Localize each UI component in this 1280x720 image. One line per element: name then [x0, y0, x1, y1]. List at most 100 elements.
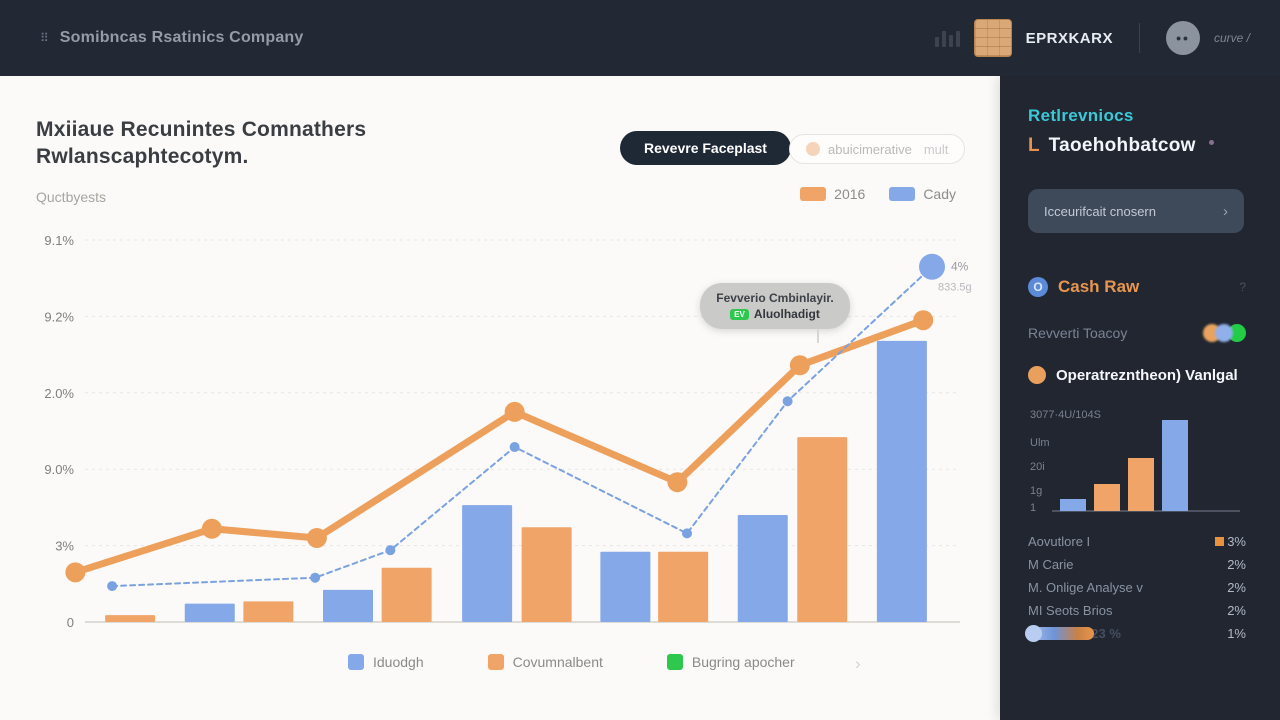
toggle-blue-dot	[1215, 324, 1233, 342]
brand: ⠿ Somibncas Rsatinics Company	[40, 29, 304, 47]
annotation-sub-label: 833.5g	[938, 282, 972, 294]
blue-trend-line-point	[107, 581, 118, 592]
tooltip-value: Aluolhadigt	[753, 307, 820, 321]
sidebar-brand-name: Taoehohbatcow	[1048, 135, 1196, 156]
blue-trend-line-point	[509, 442, 520, 453]
metric-value: 2%	[1227, 580, 1246, 595]
metric-row: MI Seots Brios 2%	[1028, 599, 1246, 622]
bar-2016[interactable]	[658, 551, 709, 622]
tri-color-toggle[interactable]	[1203, 324, 1246, 342]
page-title-line2: Rwlanscaphtecotym.	[36, 145, 249, 169]
metrics-list: Aovutlore I 3% M Carie 2% M. Onlige Anal…	[1025, 530, 1246, 645]
sidebar-cta-label: Icceurifcait cnosern	[1044, 203, 1156, 219]
legend-swatch-green	[666, 654, 683, 670]
main-content: Mxiiaue Recunintes Comnathers Rwlanscaph…	[0, 76, 1000, 720]
help-icon[interactable]: ?	[1239, 280, 1246, 294]
bar-2016[interactable]	[797, 437, 848, 622]
metric-row: 392.23 % 1%	[1025, 622, 1246, 645]
orange-trend-line-point	[306, 527, 327, 548]
blue-trend-line-point	[782, 396, 793, 407]
gradient-progress-pill	[1025, 625, 1094, 642]
metric-value: 3%	[1215, 534, 1246, 549]
chevron-right-icon: ›	[1223, 202, 1228, 220]
mini-bar	[1094, 484, 1120, 511]
orange-square-icon	[1215, 537, 1225, 546]
bar-2016[interactable]	[243, 601, 294, 622]
bar-2016[interactable]	[381, 567, 432, 622]
mini-y-tick: Ulm	[1030, 437, 1050, 449]
menu-grid-icon[interactable]: ⠿	[40, 31, 50, 45]
metric-value: 2%	[1227, 557, 1246, 572]
bar-Cady[interactable]	[323, 589, 373, 622]
header-actions: EPRXKARX •• curve /	[934, 19, 1250, 57]
bar-2016[interactable]	[105, 615, 156, 622]
bar-Cady[interactable]	[184, 603, 235, 622]
mini-y-tick: 1	[1030, 502, 1036, 514]
legend-label: Iduodgh	[373, 654, 424, 670]
bar-Cady[interactable]	[876, 340, 927, 622]
toggle-label: Revverti Toacoy	[1028, 325, 1128, 341]
section-title: Cash Raw	[1058, 277, 1140, 296]
user-avatar[interactable]: ••	[1165, 21, 1200, 55]
highlight-row[interactable]: Operatrezntheon) Vanlgal	[1028, 366, 1246, 384]
toggle-green-dot	[1228, 324, 1246, 342]
secondary-action-button[interactable]: abuicimerative mult	[789, 134, 966, 164]
tooltip-title: Fevverio Cmbinlayir.	[716, 291, 834, 305]
bar-Cady[interactable]	[600, 551, 651, 622]
metric-value: 2%	[1227, 603, 1246, 618]
orange-trend-line-point	[65, 562, 86, 583]
blue-trend-line-point	[310, 572, 321, 583]
user-note: curve /	[1213, 31, 1250, 45]
blue-trend-line-point	[682, 528, 692, 539]
legend-more-chevron-icon[interactable]: ›	[855, 654, 861, 673]
metric-row: M Carie 2%	[1028, 553, 1246, 576]
page-title-line1: Mxiiaue Recunintes Comnathers	[36, 118, 367, 141]
mini-y-tick: 20i	[1030, 461, 1045, 473]
y-tick-label: 2.0%	[44, 386, 74, 401]
mini-y-tick: 1g	[1030, 485, 1042, 497]
legend-item[interactable]: 2016	[800, 186, 865, 202]
legend-swatch-orange	[800, 187, 827, 201]
equalizer-icon[interactable]	[934, 29, 960, 47]
metric-label: Aovutlore I	[1028, 534, 1091, 549]
status-dot-icon	[806, 142, 820, 156]
y-tick-label: 9.1%	[44, 233, 74, 248]
primary-action-button[interactable]: Revevre Faceplast	[620, 131, 791, 165]
cash-flow-section-header: O Cash Raw ?	[1028, 277, 1246, 297]
tooltip-value-row: EV Aluolhadigt	[710, 307, 840, 321]
legend-item[interactable]: Iduodgh	[348, 654, 424, 670]
chart-legend-top: 2016 Cady	[800, 186, 956, 202]
legend-swatch-blue	[348, 654, 364, 670]
legend-item[interactable]: Covumnalbent	[487, 654, 603, 670]
metric-value: 1%	[1227, 626, 1246, 641]
legend-item[interactable]: Cady	[889, 186, 956, 202]
sidebar-mini-bar-chart: 3077·4U/104S Ulm 20i 1g 1	[1030, 409, 1240, 514]
bar-2016[interactable]	[521, 527, 572, 622]
metric-row: Aovutlore I 3%	[1028, 530, 1246, 553]
legend-item[interactable]: Bugring apocher	[666, 654, 795, 670]
legend-label: Bugring apocher	[691, 654, 795, 670]
circle-o-icon: O	[1028, 277, 1048, 297]
chart-tooltip: Fevverio Cmbinlayir. EV Aluolhadigt	[700, 283, 850, 343]
mini-bar	[1128, 458, 1154, 511]
sidebar-brand-row: L Taoehohbatcow	[1028, 135, 1246, 157]
metric-label: M. Onlige Analyse v	[1028, 580, 1143, 595]
tooltip-badge: EV	[730, 308, 749, 320]
workspace-avatar[interactable]	[973, 19, 1012, 57]
mini-bar	[1162, 420, 1188, 511]
brand-l-icon: L	[1028, 135, 1040, 156]
annotation-label: 4%	[951, 260, 969, 274]
page-title: Mxiiaue Recunintes Comnathers Rwlanscaph…	[36, 116, 366, 171]
legend-label: 2016	[834, 186, 866, 202]
bar-Cady[interactable]	[462, 505, 513, 622]
user-name: EPRXKARX	[1025, 29, 1113, 47]
bar-Cady[interactable]	[737, 515, 788, 622]
app-title: Somibncas Rsatinics Company	[59, 29, 304, 46]
metric-label: M Carie	[1028, 557, 1074, 572]
sidebar-cta-button[interactable]: Icceurifcait cnosern ›	[1028, 189, 1244, 233]
secondary-button-label: abuicimerative	[828, 141, 912, 157]
highlight-label: Operatrezntheon) Vanlgal	[1056, 366, 1238, 384]
metric-row[interactable]: M. Onlige Analyse v 2%	[1028, 576, 1246, 599]
legend-swatch-orange	[487, 654, 504, 670]
highlight-point	[919, 253, 945, 280]
